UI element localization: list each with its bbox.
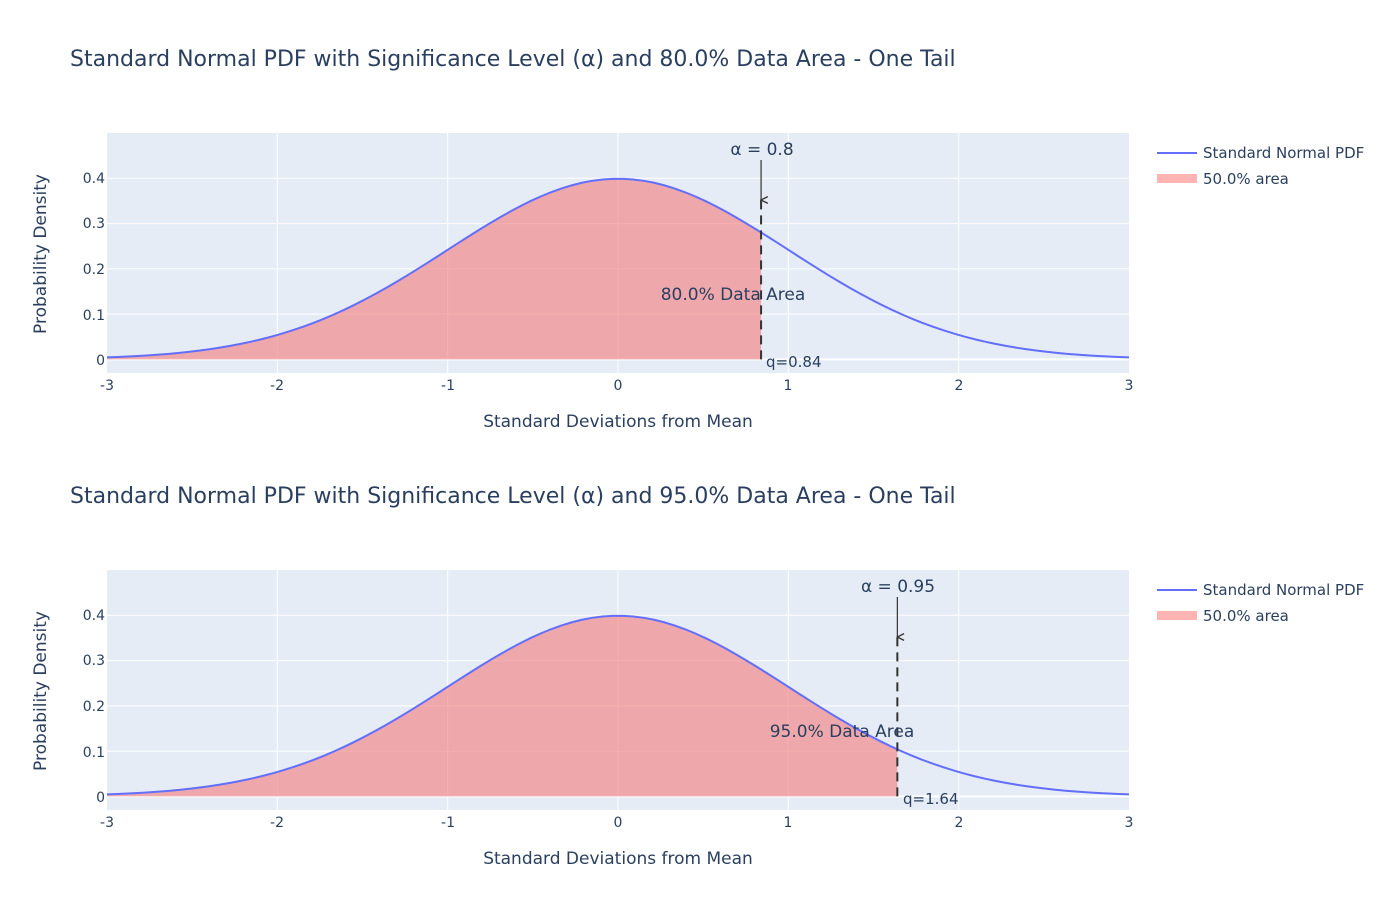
x-tick-label: 2 bbox=[955, 378, 964, 394]
pdf-line-1 bbox=[106, 177, 1130, 359]
x-tick-label: -3 bbox=[100, 378, 114, 394]
x-axis-title-1: Standard Deviations from Mean bbox=[483, 412, 753, 432]
legend-fill-swatch bbox=[1157, 611, 1197, 620]
x-tick-label: -2 bbox=[270, 378, 284, 394]
legend-label-pdf[interactable]: Standard Normal PDF bbox=[1203, 581, 1364, 599]
alpha-label-1: α = 0.8 bbox=[730, 140, 793, 160]
area-label-2: 95.0% Data Area bbox=[770, 722, 915, 742]
x-tick-label: -1 bbox=[441, 378, 455, 394]
q-label-2: q=1.64 bbox=[903, 790, 959, 808]
q-label-1: q=0.84 bbox=[766, 353, 822, 371]
legend-2[interactable]: Standard Normal PDF 50.0% area bbox=[1157, 581, 1364, 625]
chart-title-1: Standard Normal PDF with Significance Le… bbox=[70, 47, 956, 72]
area-fill-1 bbox=[107, 178, 762, 360]
y-tick-labels-1: 0 0.1 0.2 0.3 0.4 bbox=[83, 171, 105, 369]
y-tick-label: 0 bbox=[96, 790, 105, 806]
x-tick-labels-2: -3 -2 -1 0 1 2 3 bbox=[100, 815, 1133, 831]
chart-panel-2: Standard Normal PDF with Significance Le… bbox=[31, 484, 1364, 869]
x-tick-label: 1 bbox=[784, 378, 793, 394]
x-tick-label: 0 bbox=[614, 378, 623, 394]
x-tick-labels-1: -3 -2 -1 0 1 2 3 bbox=[100, 378, 1133, 394]
legend-label-area[interactable]: 50.0% area bbox=[1203, 607, 1289, 625]
area-label-1: 80.0% Data Area bbox=[661, 285, 806, 305]
legend-label-pdf[interactable]: Standard Normal PDF bbox=[1203, 144, 1364, 162]
x-axis-title-2: Standard Deviations from Mean bbox=[483, 849, 753, 869]
y-tick-label: 0.3 bbox=[83, 653, 105, 669]
x-tick-label: 1 bbox=[784, 815, 793, 831]
legend-label-area[interactable]: 50.0% area bbox=[1203, 170, 1289, 188]
chart-panel-1: Standard Normal PDF with Significance Le… bbox=[31, 47, 1364, 432]
legend-fill-swatch bbox=[1157, 174, 1197, 183]
y-tick-labels-2: 0 0.1 0.2 0.3 0.4 bbox=[83, 608, 105, 806]
x-tick-label: 3 bbox=[1125, 378, 1134, 394]
y-tick-label: 0.2 bbox=[83, 699, 105, 715]
area-fill-2 bbox=[107, 615, 898, 797]
legend-1[interactable]: Standard Normal PDF 50.0% area bbox=[1157, 144, 1364, 188]
x-tick-label: -1 bbox=[441, 815, 455, 831]
y-tick-label: 0.2 bbox=[83, 262, 105, 278]
pdf-line-2 bbox=[106, 614, 1130, 796]
alpha-label-2: α = 0.95 bbox=[861, 577, 935, 597]
y-axis-title-2: Probability Density bbox=[31, 611, 51, 771]
y-tick-label: 0.1 bbox=[83, 308, 105, 324]
y-axis-title-1: Probability Density bbox=[31, 174, 51, 334]
y-tick-label: 0.3 bbox=[83, 216, 105, 232]
y-tick-label: 0.4 bbox=[83, 171, 105, 187]
y-tick-label: 0.1 bbox=[83, 745, 105, 761]
x-tick-label: -2 bbox=[270, 815, 284, 831]
x-tick-label: 3 bbox=[1125, 815, 1134, 831]
chart-title-2: Standard Normal PDF with Significance Le… bbox=[70, 484, 956, 509]
x-tick-label: 0 bbox=[614, 815, 623, 831]
y-tick-label: 0.4 bbox=[83, 608, 105, 624]
x-tick-label: 2 bbox=[955, 815, 964, 831]
x-tick-label: -3 bbox=[100, 815, 114, 831]
y-tick-label: 0 bbox=[96, 353, 105, 369]
